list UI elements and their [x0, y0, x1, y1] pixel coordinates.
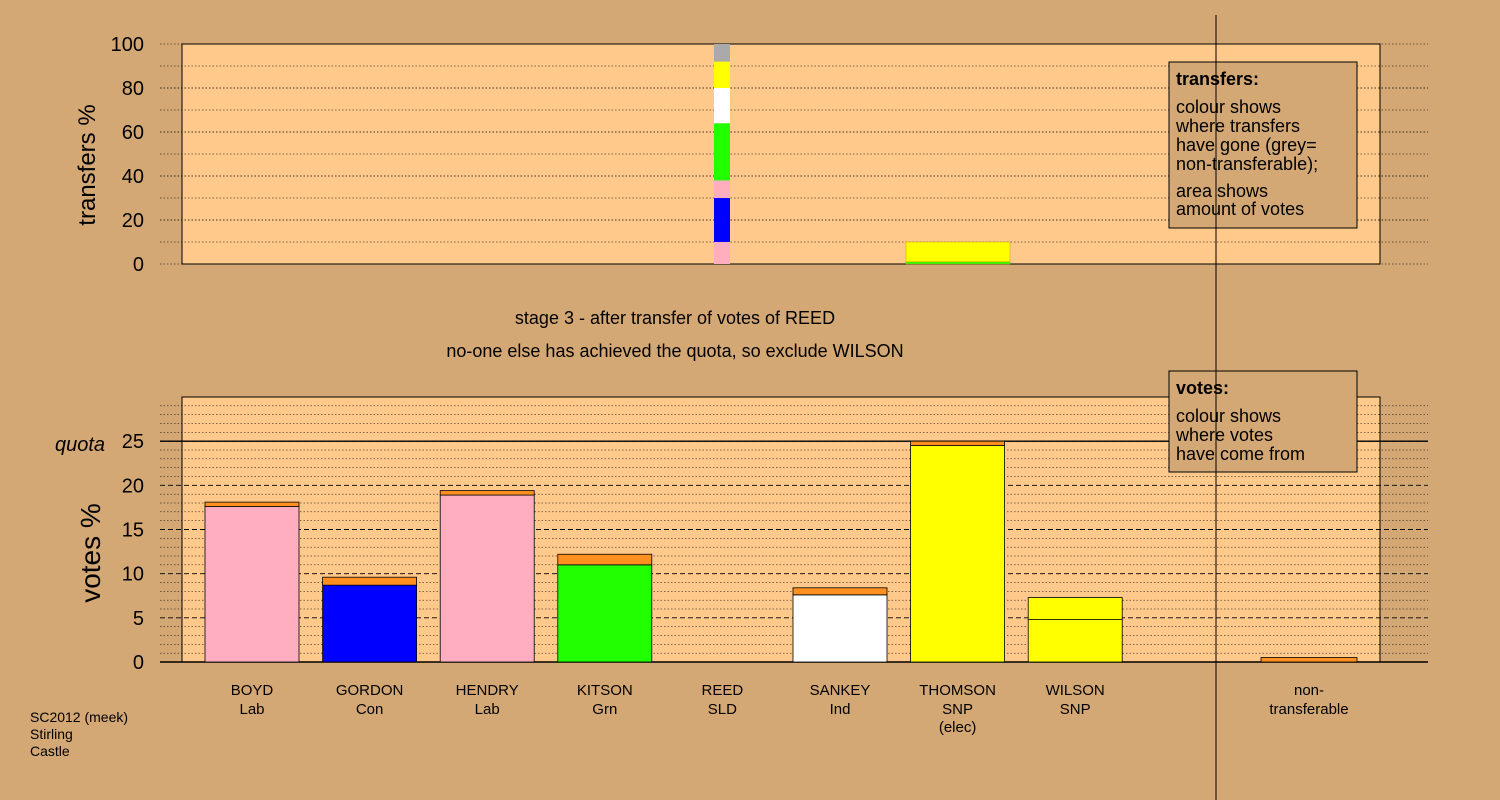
vote-bar-segment: [1027, 597, 1123, 620]
vote-bar-base: [792, 594, 888, 663]
tick-label: 20: [122, 475, 144, 497]
x-tick-label: non-: [1294, 682, 1324, 699]
x-tick-label: Lab: [475, 701, 500, 718]
x-tick-label: SANKEY: [810, 682, 871, 699]
footer-line: SC2012 (meek): [30, 709, 128, 725]
x-tick-label: SNP: [942, 701, 973, 718]
x-tick-label: WILSON: [1046, 682, 1105, 699]
tick-label: 0: [133, 254, 144, 276]
x-tick-label: SNP: [1060, 701, 1091, 718]
transfers-legend-line: where transfers: [1175, 116, 1300, 136]
vote-bar-base: [204, 506, 300, 663]
x-tick-label: SLD: [708, 701, 737, 718]
transfers-legend: transfers: colour shows where transfers …: [1168, 61, 1358, 229]
footer-line: Castle: [30, 743, 70, 759]
surplus-segment: [905, 261, 1011, 265]
vote-bar-base: [1027, 619, 1123, 663]
x-tick-label: (elec): [939, 719, 977, 736]
tick-label: 80: [122, 78, 144, 100]
tick-label: 25: [122, 431, 144, 453]
vote-bar-base: [439, 494, 535, 663]
x-tick-label: REED: [702, 682, 744, 699]
x-tick-label: transferable: [1269, 701, 1348, 718]
vote-bar-transfer: [557, 553, 653, 566]
tick-label: 15: [122, 520, 144, 542]
votes-legend-title: votes:: [1176, 378, 1229, 398]
stage-caption: stage 3 - after transfer of votes of REE…: [515, 308, 835, 328]
transfer-segment: [714, 81, 730, 88]
x-tick-label: KITSON: [577, 682, 633, 699]
votes-legend-box: [1168, 370, 1358, 473]
votes-panel: 0 5 10 15 20 25 BOYD Lab GORDON Con HENDRY Lab KITS…: [55, 370, 1428, 736]
tick-label: 20: [122, 210, 144, 232]
transfer-segment: [714, 123, 730, 181]
transfers-gridlines: [160, 43, 1428, 265]
transfer-segment: [714, 180, 730, 198]
transfer-segment: [714, 242, 730, 264]
transfer-segment: [714, 61, 730, 82]
votes-legend-line: where votes: [1175, 425, 1273, 445]
x-tick-label: GORDON: [336, 682, 404, 699]
transfers-panel: 0 20 40 60 80 100 transfers % transfers: colo…: [74, 34, 1428, 276]
vote-bar-transfer: [792, 587, 888, 596]
quota-label: quota: [55, 434, 105, 456]
tick-label: 60: [122, 122, 144, 144]
votes-legend-line: have come from: [1176, 444, 1305, 464]
tick-label: 40: [122, 166, 144, 188]
transfers-bars: [714, 44, 1011, 265]
transfers-legend-line: colour shows: [1176, 97, 1281, 117]
transfers-legend-line: have gone (grey=: [1176, 135, 1317, 155]
vote-bar-base: [322, 584, 418, 663]
votes-y-label: votes %: [75, 503, 106, 603]
nontransferable-bar: [1260, 657, 1358, 663]
transfers-legend-line: amount of votes: [1176, 199, 1304, 219]
transfer-segment: [714, 198, 730, 242]
tick-label: 0: [133, 652, 144, 674]
x-tick-label: Grn: [592, 701, 617, 718]
x-tick-label: BOYD: [231, 682, 274, 699]
votes-x-labels: BOYD Lab GORDON Con HENDRY Lab KITSON Grn REED SL…: [231, 682, 1349, 736]
transfers-legend-line: area shows: [1176, 181, 1268, 201]
votes-y-ticks: 0 5 10 15 20 25: [122, 431, 144, 674]
tick-label: 5: [133, 608, 144, 630]
x-tick-label: Con: [356, 701, 384, 718]
votes-bars: [204, 440, 1358, 663]
stage-subcaption: no-one else has achieved the quota, so e…: [446, 341, 903, 361]
x-tick-label: THOMSON: [919, 682, 996, 699]
x-tick-label: HENDRY: [456, 682, 519, 699]
footer-line: Stirling: [30, 726, 73, 742]
transfers-legend-title: transfers:: [1176, 69, 1259, 89]
transfers-y-label: transfers %: [74, 104, 101, 225]
vote-bar-transfer: [439, 490, 535, 496]
vote-bar-transfer: [910, 440, 1005, 446]
x-tick-label: Lab: [239, 701, 264, 718]
transfers-legend-line: non-transferable);: [1176, 154, 1318, 174]
vote-bar-transfer: [322, 576, 418, 586]
transfers-legend-box: [1168, 61, 1358, 229]
x-tick-label: Ind: [830, 701, 851, 718]
tick-label: 100: [111, 34, 144, 56]
votes-legend-line: colour shows: [1176, 406, 1281, 426]
transfer-segment: [714, 88, 730, 124]
transfers-y-ticks: 0 20 40 60 80 100: [111, 34, 144, 276]
vote-bar-base: [557, 564, 653, 663]
tick-label: 10: [122, 564, 144, 586]
votes-legend: votes: colour shows where votes have com…: [1168, 370, 1358, 473]
surplus-segment: [905, 241, 1011, 263]
vote-bar-transfer: [204, 501, 300, 507]
transfer-segment: [714, 44, 730, 62]
vote-bar-base: [910, 445, 1005, 663]
